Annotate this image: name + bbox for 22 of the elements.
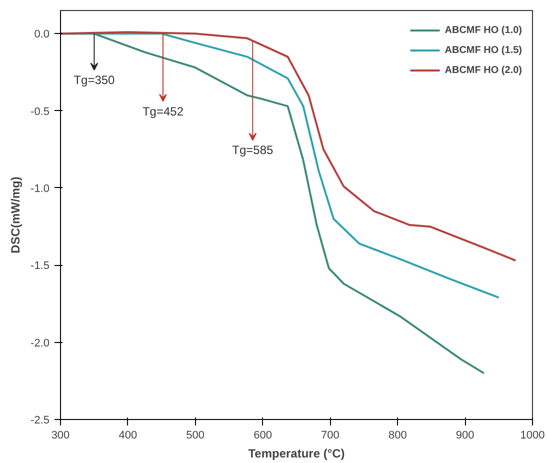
legend-label: ABCMF HO (2.0) [444,64,522,76]
x-axis-title: Temperature (°C) [248,446,345,460]
x-tick-label: 300 [51,430,70,442]
x-tick-label: 800 [388,430,407,442]
x-tick-label: 500 [186,430,205,442]
y-tick-label: -0.5 [30,106,50,118]
y-tick-label: -1.5 [30,260,50,272]
y-axis-title: DSC(mW/mg) [8,176,23,254]
annotation: Tg=350 [74,73,116,88]
x-tick-label: 700 [321,430,340,442]
y-tick-label: -1.0 [30,182,50,195]
x-tick-label: 1000 [520,430,545,442]
x-tick-label: 900 [456,430,474,442]
legend-label: ABCMF HO (1.0) [444,24,522,36]
x-tick-label: 600 [254,430,272,442]
y-tick-label: -2.5 [30,414,50,426]
annotation: Tg=452 [142,104,184,118]
annotation: Tg=585 [232,143,274,158]
legend-label: ABCMF HO (1.5) [444,44,522,56]
x-tick-label: 400 [118,430,138,442]
y-tick-label: -2.0 [30,337,50,350]
y-tick-label: 0.0 [34,28,50,41]
